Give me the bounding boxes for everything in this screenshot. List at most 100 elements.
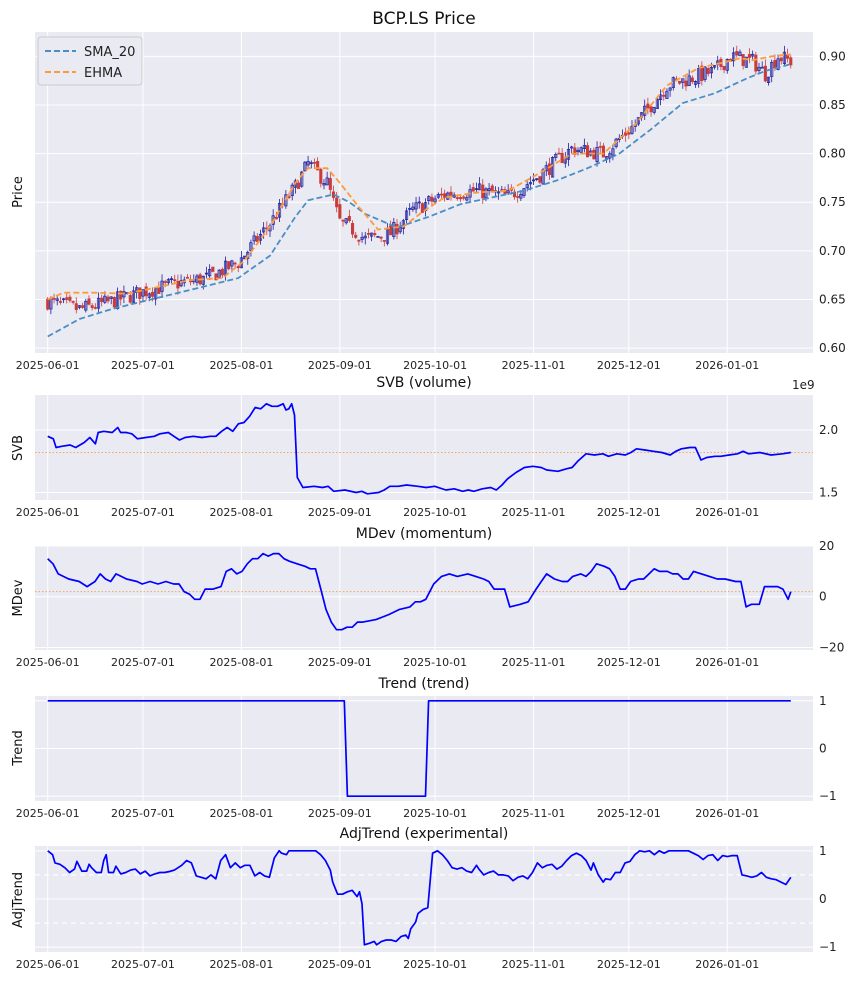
candle-body [519, 193, 523, 199]
candle-body [573, 147, 577, 155]
candle-body [538, 176, 542, 183]
adjtrend-title: AdjTrend (experimental) [340, 826, 509, 842]
candle-body [220, 268, 224, 276]
candle-body [478, 183, 482, 191]
candle-body [506, 190, 510, 194]
candle-body [566, 148, 571, 160]
candle-body [782, 51, 786, 64]
svb-ytick-label: 2.0 [819, 423, 838, 437]
candle-body [665, 90, 669, 99]
mdev-xtick-label: 2025-11-01 [502, 656, 566, 669]
candle-body [427, 196, 431, 202]
svb-xtick-label: 2025-09-01 [308, 506, 372, 519]
adjtrend-xtick-label: 2025-07-01 [111, 958, 175, 971]
sma-20-line [47, 63, 792, 338]
candle-body [319, 168, 323, 184]
candle-body [547, 163, 551, 176]
svb-title: SVB (volume) [376, 375, 471, 391]
candle-body [77, 305, 82, 308]
candle-body [252, 235, 256, 242]
price-ytick-label: 0.80 [819, 147, 846, 161]
adjtrend-ytick-label: 1 [819, 844, 827, 858]
adjtrend-reference-lines [35, 874, 813, 924]
candle-body [687, 75, 691, 86]
candle-body [763, 65, 767, 82]
price-legend: SMA_20 EHMA [37, 36, 143, 86]
price-grid [35, 32, 813, 353]
candle-body [255, 236, 259, 242]
mdev-xticks: 2025-06-01 2025-07-01 2025-08-01 2025-09-01… [16, 656, 759, 669]
candle-body [208, 269, 212, 277]
candle-body [236, 266, 240, 269]
svb-xtick-label: 2025-06-01 [16, 506, 80, 519]
candle-body [58, 301, 62, 303]
candle-body [389, 225, 393, 236]
candle-body [751, 53, 755, 57]
mdev-xtick-label: 2025-08-01 [209, 656, 273, 669]
candle-body [150, 291, 155, 297]
candle-body [106, 296, 110, 302]
price-xtick-label: 2025-07-01 [111, 359, 175, 372]
mdev-xtick-label: 2025-10-01 [403, 656, 467, 669]
candle-body [551, 157, 555, 178]
candle-body [284, 194, 288, 207]
adjtrend-grid [35, 846, 813, 952]
candle-body [84, 300, 88, 311]
candle-body [760, 66, 764, 69]
candle-body [738, 51, 742, 57]
candle-body [630, 125, 634, 134]
candle-body [713, 65, 717, 68]
candle-body [709, 66, 713, 74]
candle-body [112, 297, 116, 308]
candle-body [544, 165, 548, 172]
candle-body [554, 153, 558, 158]
candle-body [392, 221, 396, 237]
mdev-axes-background [35, 546, 813, 650]
svb-ylabel: SVB [11, 435, 26, 461]
price-xticks: 2025-06-01 2025-07-01 2025-08-01 2025-09-01… [16, 359, 759, 372]
candle-body [700, 65, 704, 81]
adjtrend-xtick-label: 2025-08-01 [209, 958, 273, 971]
trend-xtick-label: 2025-11-01 [502, 807, 566, 820]
trend-yticks: −1 0 1 [819, 694, 837, 803]
adjtrend-ylabel: AdjTrend [11, 872, 26, 928]
trend-xtick-label: 2025-09-01 [308, 807, 372, 820]
candle-body [570, 146, 574, 149]
trend-ylabel: Trend [11, 730, 26, 767]
candle-body [624, 132, 628, 136]
candle-body [328, 178, 332, 190]
candle-body [382, 240, 386, 242]
candle-body [579, 147, 583, 153]
trend-xtick-label: 2025-07-01 [111, 807, 175, 820]
adjtrend-xtick-label: 2025-12-01 [597, 958, 661, 971]
candle-body [497, 191, 501, 194]
svb-yticks: 1.5 2.0 [819, 423, 838, 500]
trend-xticks: 2025-06-01 2025-07-01 2025-08-01 2025-09-01… [16, 807, 759, 820]
mdev-xtick-label: 2026-01-01 [695, 656, 759, 669]
candle-body [532, 179, 536, 182]
candle-body [341, 219, 345, 222]
svb-xtick-label: 2025-12-01 [597, 506, 661, 519]
price-ylabel: Price [11, 176, 26, 208]
price-xtick-label: 2025-11-01 [502, 359, 566, 372]
svb-line [47, 402, 791, 495]
candle-body [585, 145, 590, 158]
candle-body [522, 188, 526, 196]
mdev-yticks: −20 0 20 [819, 539, 844, 654]
candle-body [747, 53, 752, 58]
candle-body [662, 94, 666, 97]
candle-body [776, 58, 780, 70]
candle-body [541, 169, 545, 185]
adjtrend-yticks: −1 0 1 [819, 844, 837, 954]
candle-body [100, 297, 104, 303]
candle-body [436, 194, 440, 198]
legend-sma-label: SMA_20 [84, 45, 135, 60]
mdev-xtick-label: 2025-07-01 [111, 656, 175, 669]
adjtrend-series-line [47, 849, 792, 946]
candle-body [316, 161, 320, 171]
candle-body [789, 57, 793, 66]
price-xtick-label: 2025-08-01 [209, 359, 273, 372]
price-ytick-label: 0.65 [819, 293, 846, 307]
candle-body [217, 269, 221, 278]
